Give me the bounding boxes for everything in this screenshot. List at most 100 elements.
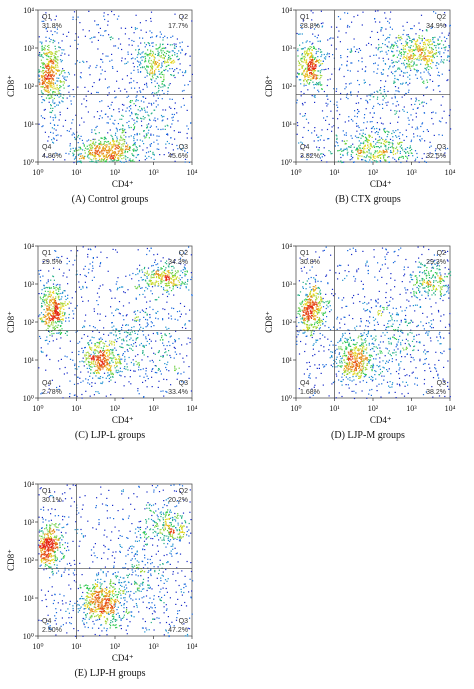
- event-dot: [163, 92, 165, 95]
- event-dot: [168, 258, 170, 260]
- event-dot: [130, 160, 132, 162]
- event-dot: [49, 86, 51, 88]
- event-dot: [337, 127, 339, 129]
- event-dot: [363, 122, 365, 124]
- event-dot: [89, 65, 91, 67]
- event-dot: [59, 320, 61, 322]
- event-dot: [139, 324, 141, 326]
- event-dot: [174, 160, 176, 162]
- event-dot: [142, 37, 144, 39]
- event-dot: [114, 367, 116, 369]
- event-dot: [119, 156, 121, 158]
- event-dot: [138, 87, 140, 89]
- event-dot: [56, 311, 58, 313]
- event-dot: [118, 147, 120, 150]
- event-dot: [384, 12, 386, 14]
- event-dot: [85, 106, 87, 108]
- event-dot: [315, 48, 317, 50]
- event-dot: [51, 63, 53, 65]
- event-dot: [46, 314, 48, 316]
- event-dot: [310, 78, 312, 80]
- event-dot: [49, 73, 51, 75]
- event-dot: [327, 68, 329, 70]
- event-dot: [52, 318, 54, 320]
- event-dot: [43, 20, 45, 22]
- event-dot: [121, 158, 123, 160]
- event-dot: [409, 51, 411, 53]
- event-dot: [133, 124, 135, 126]
- event-dot: [50, 324, 52, 326]
- event-dot: [358, 140, 360, 142]
- event-dot: [362, 151, 364, 153]
- event-dot: [382, 149, 384, 151]
- event-dot: [178, 58, 180, 60]
- event-dot: [357, 149, 359, 151]
- event-dot: [360, 98, 362, 100]
- event-dot: [46, 302, 48, 304]
- event-dot: [342, 161, 344, 163]
- event-dot: [182, 357, 184, 359]
- event-dot: [110, 154, 113, 156]
- event-dot: [123, 319, 125, 321]
- event-dot: [92, 141, 94, 143]
- event-dot: [63, 87, 65, 89]
- event-dot: [356, 116, 358, 118]
- event-dot: [327, 138, 329, 140]
- event-dot: [60, 261, 62, 263]
- event-dot: [391, 132, 393, 135]
- event-dot: [93, 361, 95, 363]
- event-dot: [299, 44, 301, 46]
- event-dot: [320, 153, 322, 155]
- event-dot: [397, 87, 400, 89]
- event-dot: [148, 61, 150, 63]
- event-dot: [396, 45, 398, 47]
- event-dot: [319, 72, 321, 74]
- event-dot: [151, 42, 153, 44]
- event-dot: [179, 316, 181, 318]
- event-dot: [125, 315, 127, 317]
- event-dot: [370, 144, 372, 146]
- event-dot: [148, 343, 150, 345]
- event-dot: [355, 102, 357, 104]
- event-dot: [62, 97, 64, 99]
- event-dot: [106, 361, 108, 363]
- event-dot: [119, 43, 122, 45]
- event-dot: [66, 130, 68, 132]
- event-dot: [366, 141, 369, 143]
- event-dot: [311, 19, 313, 21]
- event-dot: [168, 84, 170, 86]
- event-dot: [323, 147, 325, 149]
- event-dot: [116, 80, 118, 82]
- event-dot: [48, 326, 51, 328]
- event-dot: [152, 54, 154, 56]
- event-dot: [102, 368, 104, 370]
- event-dot: [365, 44, 368, 46]
- event-dot: [49, 41, 51, 43]
- event-dot: [41, 321, 43, 323]
- event-dot: [162, 80, 164, 82]
- event-dot: [181, 49, 183, 51]
- event-dot: [310, 71, 313, 74]
- event-dot: [428, 69, 430, 71]
- event-dot: [444, 49, 446, 51]
- event-dot: [71, 297, 73, 299]
- event-dot: [365, 66, 367, 68]
- event-dot: [55, 134, 57, 137]
- event-dot: [326, 54, 328, 56]
- event-dot: [387, 131, 389, 133]
- event-dot: [137, 273, 139, 275]
- event-dot: [320, 135, 322, 137]
- event-dot: [386, 136, 388, 138]
- event-dot: [128, 302, 130, 304]
- event-dot: [398, 50, 401, 52]
- event-dot: [338, 69, 340, 71]
- quadrant-q3-label: Q3: [437, 144, 446, 151]
- event-dot: [111, 326, 113, 328]
- event-dot: [46, 336, 48, 338]
- event-dot: [178, 277, 180, 279]
- event-dot: [152, 361, 154, 363]
- event-dot: [99, 369, 101, 371]
- event-dot: [103, 143, 105, 145]
- event-dot: [347, 69, 349, 71]
- event-dot: [47, 89, 49, 91]
